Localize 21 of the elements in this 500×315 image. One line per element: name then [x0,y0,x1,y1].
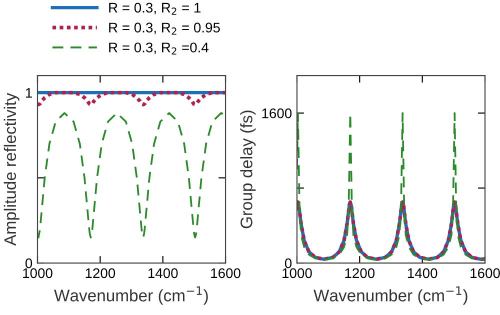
y-tick-label: 1 [26,88,32,98]
x-tick-label: 1000 [282,268,312,278]
x-tick-label: 1200 [86,268,116,278]
x-axis-title: Wavenumber (cm$^{−1}$) [314,286,468,305]
legend-label: R = 0.3, R$_{2}$ = 1 [109,2,200,15]
x-tick-label: 1400 [408,268,438,278]
x-tick-label: 1000 [23,268,52,278]
line-series [296,112,485,261]
legend-label: R = 0.3, R$_{2}$ =0.4 [109,42,208,55]
legend-label: R = 0.3, R$_{2}$ = 0.95 [109,22,220,35]
y-axis-title: Amplitude reflectivity [4,92,20,246]
x-tick-label: 1600 [211,268,240,278]
x-tick-label: 1600 [470,268,500,278]
line-series [38,90,226,106]
y-tick-label: 0 [284,258,292,268]
x-tick-label: 1400 [148,268,178,278]
x-axis-title: Wavenumber (cm$^{−1}$) [54,286,208,305]
x-tick-label: 1200 [345,268,375,278]
line-series [38,112,226,238]
y-tick-label: 0 [25,258,32,268]
y-axis-title: Group delay (fs) [240,110,256,228]
